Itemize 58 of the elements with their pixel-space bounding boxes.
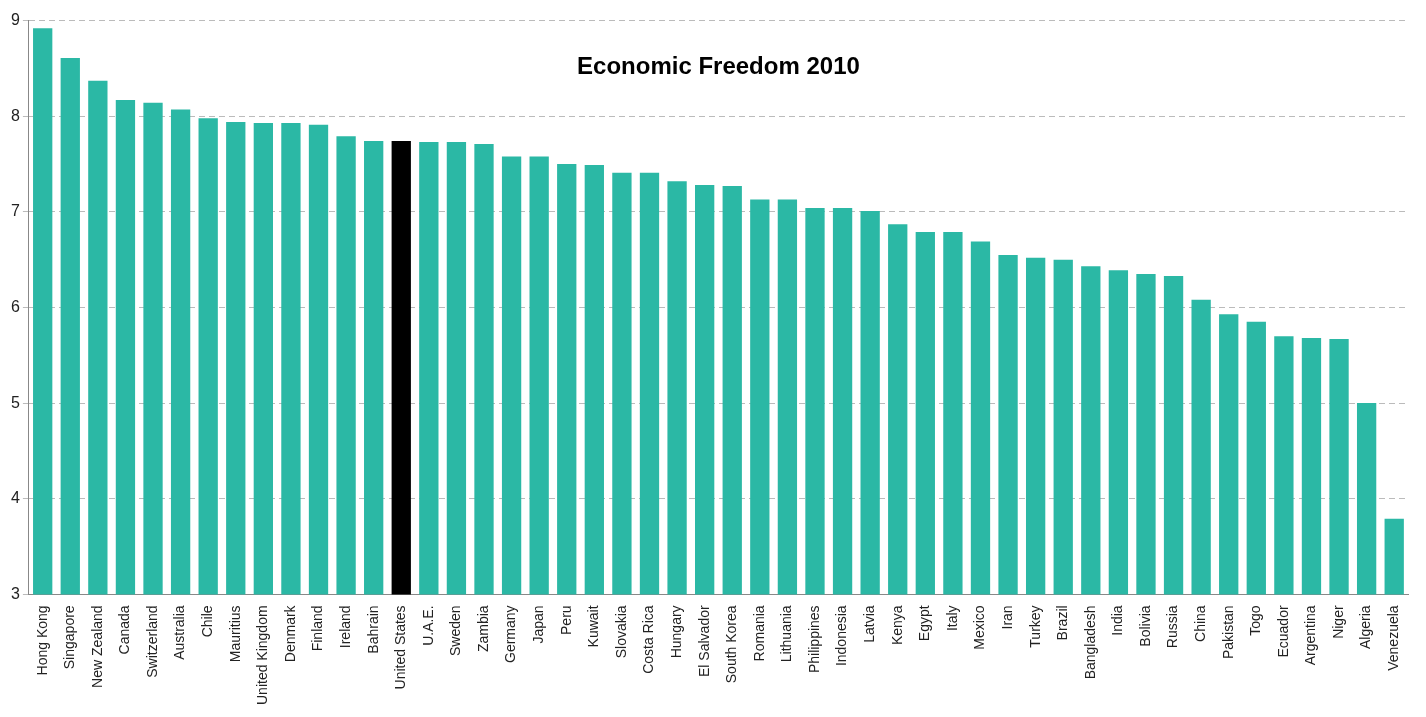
x-tick-label: U.A.E. (419, 605, 436, 646)
x-tick-label: Australia (171, 605, 188, 660)
x-tick-label: Brazil (1054, 605, 1071, 641)
x-tick-label: Singapore (61, 605, 78, 670)
x-tick-label: Peru (557, 605, 574, 635)
x-tick-label: Sweden (447, 605, 464, 656)
x-tick-label: Indonesia (833, 605, 850, 667)
x-tick-label: Togo (1247, 605, 1264, 636)
x-tick-label: Hong Kong (33, 605, 50, 676)
x-tick-label: Russia (1164, 605, 1181, 649)
x-tick-label: Algeria (1357, 605, 1374, 649)
x-tick-label: Italy (943, 605, 960, 632)
x-tick-label: Niger (1329, 605, 1346, 639)
x-tick-label: Romania (750, 605, 767, 662)
x-tick-label: Chile (199, 605, 216, 638)
x-tick-label: Egypt (916, 605, 933, 642)
x-tick-label: South Korea (723, 605, 740, 684)
x-tick-label: Argentina (1302, 605, 1319, 666)
x-tick-label: India (1109, 605, 1126, 636)
y-tick-label: 4 (10, 489, 20, 507)
x-tick-label: New Zealand (88, 605, 105, 688)
x-tick-label: Japan (530, 605, 547, 644)
x-tick-label: Turkey (1026, 605, 1043, 648)
x-tick-label: United Kingdom (254, 605, 271, 706)
x-tick-label: Kenya (888, 605, 905, 646)
y-tick-label: 9 (10, 11, 20, 29)
x-tick-label: Finland (309, 605, 326, 652)
y-tick-label: 6 (10, 297, 20, 315)
x-tick-label: Mauritius (226, 605, 243, 663)
x-tick-label: Hungary (667, 605, 684, 659)
x-tick-label: Pakistan (1219, 605, 1236, 660)
x-tick-label: Philippines (805, 605, 822, 674)
x-tick-label: Ireland (336, 605, 353, 649)
x-tick-label: Kuwait (585, 605, 602, 648)
x-tick-label: Ecuador (1274, 605, 1291, 658)
y-tick-label: 7 (10, 202, 20, 220)
y-tick-label: 8 (10, 106, 20, 124)
x-tick-label: Latvia (861, 605, 878, 643)
x-tick-label: Bangladesh (1081, 605, 1098, 680)
text: Economic Freedom 2010 (577, 52, 860, 80)
x-tick-label: Mexico (971, 605, 988, 650)
x-tick-label: Switzerland (143, 605, 160, 678)
x-tick-label: El Salvador (695, 605, 712, 677)
x-tick-label: Zambia (474, 605, 491, 653)
x-tick-label: Denmark (281, 604, 298, 663)
x-tick-label: Venezuela (1385, 605, 1402, 671)
x-tick-label: Iran (998, 605, 1015, 630)
x-tick-label: Bolivia (1136, 605, 1153, 647)
x-tick-label: Canada (116, 605, 133, 655)
x-tick-label: Costa Rica (640, 605, 657, 674)
x-tick-label: Bahrain (364, 605, 381, 654)
x-tick-label: United States (392, 605, 409, 690)
x-tick-label: Lithuania (778, 605, 795, 663)
y-tick-label: 3 (10, 584, 20, 602)
x-tick-label: China (1191, 605, 1208, 642)
x-tick-label: Germany (502, 605, 519, 663)
y-tick-label: 5 (10, 393, 20, 411)
x-tick-label: Slovakia (612, 605, 629, 659)
